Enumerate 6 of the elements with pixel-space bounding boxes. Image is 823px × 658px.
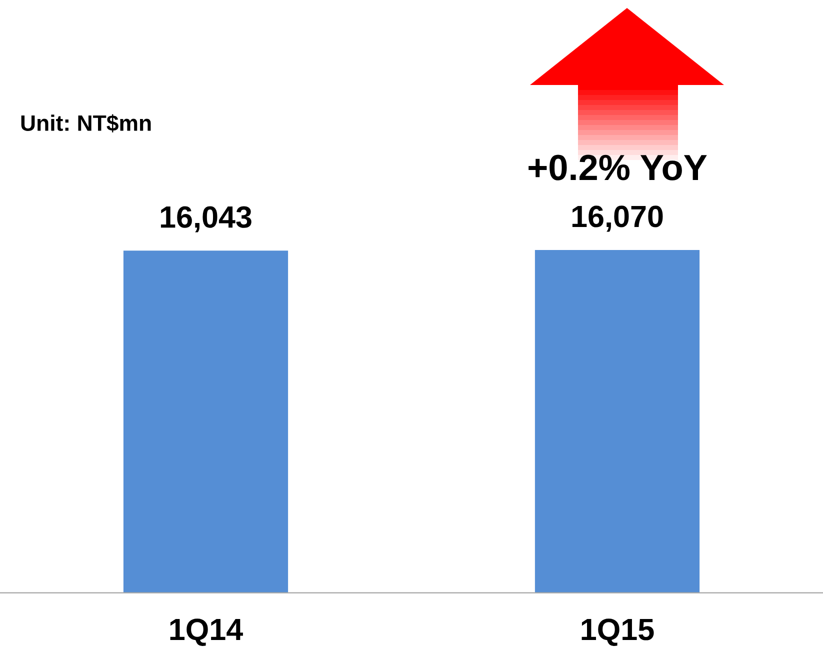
annotation: +0.2% YoY (528, 154, 707, 180)
data-label: 16,043 (160, 206, 252, 232)
chart-subtitle: Unit: NT$mn (21, 114, 151, 132)
x-tick-label: 1Q15 (582, 618, 654, 646)
x-tick-label: 1Q14 (170, 618, 243, 646)
data-label: 16,070 (572, 206, 663, 232)
